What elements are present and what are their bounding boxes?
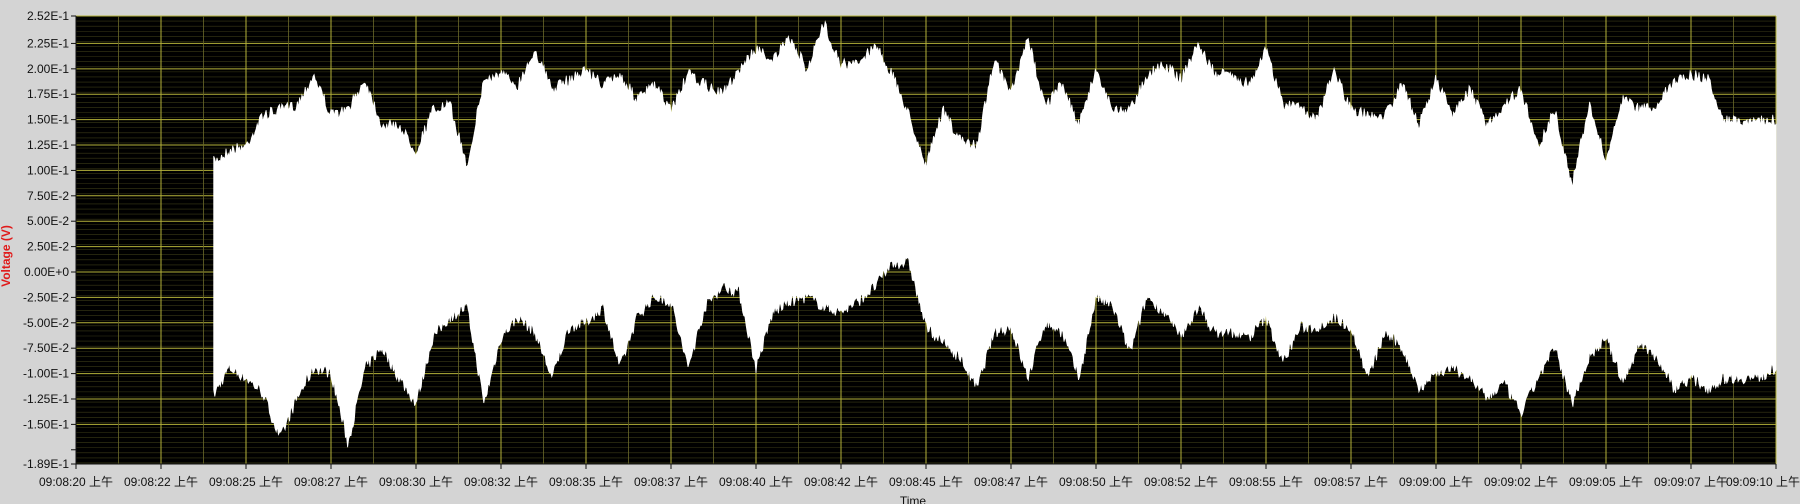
x-tick-label: 09:08:22 上午 bbox=[124, 475, 198, 489]
x-tick-label: 09:08:20 上午 bbox=[39, 475, 113, 489]
y-tick-label: 5.00E-2 bbox=[27, 214, 69, 228]
y-tick-label: -5.00E-2 bbox=[23, 316, 69, 330]
x-tick-label: 09:09:07 上午 bbox=[1654, 475, 1728, 489]
y-tick-label: 2.50E-2 bbox=[27, 240, 69, 254]
y-tick-label: 0.00E+0 bbox=[24, 265, 69, 279]
x-tick-label: 09:08:32 上午 bbox=[464, 475, 538, 489]
x-tick-label: 09:08:27 上午 bbox=[294, 475, 368, 489]
y-tick-label: -1.50E-1 bbox=[23, 417, 69, 431]
x-tick-label: 09:09:05 上午 bbox=[1569, 475, 1643, 489]
x-tick-label: 09:08:57 上午 bbox=[1314, 475, 1388, 489]
x-tick-label: 09:08:55 上午 bbox=[1229, 475, 1303, 489]
x-tick-label: 09:08:40 上午 bbox=[719, 475, 793, 489]
y-tick-label: 1.50E-1 bbox=[27, 113, 69, 127]
x-tick-label: 09:09:00 上午 bbox=[1399, 475, 1473, 489]
y-tick-label: 7.50E-2 bbox=[27, 189, 69, 203]
x-tick-label: 09:08:47 上午 bbox=[974, 475, 1048, 489]
x-tick-label: 09:08:45 上午 bbox=[889, 475, 963, 489]
x-tick-label: 09:08:37 上午 bbox=[634, 475, 708, 489]
x-tick-label: 09:08:42 上午 bbox=[804, 475, 878, 489]
y-tick-label: 1.00E-1 bbox=[27, 163, 69, 177]
y-tick-label: 1.25E-1 bbox=[27, 138, 69, 152]
y-tick-label: 2.52E-1 bbox=[27, 9, 69, 23]
y-tick-label: 2.00E-1 bbox=[27, 62, 69, 76]
y-tick-label: 1.75E-1 bbox=[27, 87, 69, 101]
y-tick-label: -1.89E-1 bbox=[23, 457, 69, 471]
x-tick-label: 09:09:02 上午 bbox=[1484, 475, 1558, 489]
y-tick-label: -7.50E-2 bbox=[23, 341, 69, 355]
x-tick-label: 09:09:10 上午 bbox=[1726, 475, 1800, 489]
x-axis-title: Time bbox=[900, 494, 927, 504]
y-tick-label: -2.50E-2 bbox=[23, 290, 69, 304]
x-tick-label: 09:08:25 上午 bbox=[209, 475, 283, 489]
y-tick-label: -1.25E-1 bbox=[23, 392, 69, 406]
voltage-signal bbox=[213, 20, 1777, 448]
y-tick-label: -1.00E-1 bbox=[23, 367, 69, 381]
series-layer bbox=[213, 20, 1777, 448]
x-axis: 09:08:20 上午 09:08:22 上午 09:08:25 上午 09:08:2… bbox=[39, 463, 1800, 489]
y-axis: 2.52E-1 2.25E-1 2.00E-1 1.75E-1 1.50E-1 1.25E… bbox=[23, 9, 77, 471]
x-tick-label: 09:08:52 上午 bbox=[1144, 475, 1218, 489]
y-axis-title: Voltage (V) bbox=[0, 225, 13, 287]
y-tick-label: 2.25E-1 bbox=[27, 36, 69, 50]
x-tick-label: 09:08:30 上午 bbox=[379, 475, 453, 489]
x-tick-label: 09:08:50 上午 bbox=[1059, 475, 1133, 489]
x-tick-label: 09:08:35 上午 bbox=[549, 475, 623, 489]
